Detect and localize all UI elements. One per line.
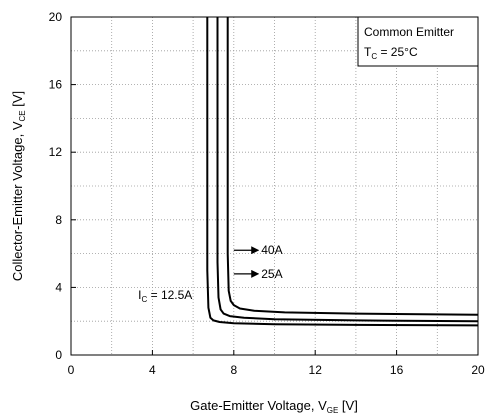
label-40a: 40A xyxy=(261,243,282,257)
x-tick-label: 4 xyxy=(149,363,156,377)
series-line-40a xyxy=(226,17,479,316)
x-tick-label: 20 xyxy=(471,363,485,377)
legend-line-2: TC = 25°C xyxy=(364,45,418,61)
series-line-25a xyxy=(216,17,479,323)
x-axis-label: Gate-Emitter Voltage, VGE [V] xyxy=(190,398,358,415)
series-line-12-5a xyxy=(206,17,479,327)
y-axis-label: Collector-Emitter Voltage, VCE [V] xyxy=(10,91,27,281)
y-tick-label: 4 xyxy=(55,280,62,294)
legend-box: Common Emitter TC = 25°C xyxy=(357,16,479,67)
x-tick-label: 8 xyxy=(230,363,237,377)
y-tick-label: 12 xyxy=(49,145,63,159)
grid xyxy=(71,17,478,355)
ticks: 0 4 8 12 16 20 0 4 8 12 16 20 xyxy=(49,10,485,377)
x-tick-label: 12 xyxy=(309,363,323,377)
y-tick-label: 8 xyxy=(55,213,62,227)
label-ic-12-5a: IC = 12.5A xyxy=(138,288,192,304)
y-tick-label: 0 xyxy=(55,348,62,362)
y-tick-label: 16 xyxy=(49,78,63,92)
curves xyxy=(206,17,479,327)
x-tick-label: 0 xyxy=(68,363,75,377)
x-tick-label: 16 xyxy=(390,363,404,377)
annotations: 40A 25A IC = 12.5A xyxy=(138,243,282,304)
label-25a: 25A xyxy=(261,267,282,281)
plot-frame xyxy=(70,16,479,356)
legend-line-1: Common Emitter xyxy=(364,25,454,39)
y-tick-label: 20 xyxy=(49,10,63,24)
